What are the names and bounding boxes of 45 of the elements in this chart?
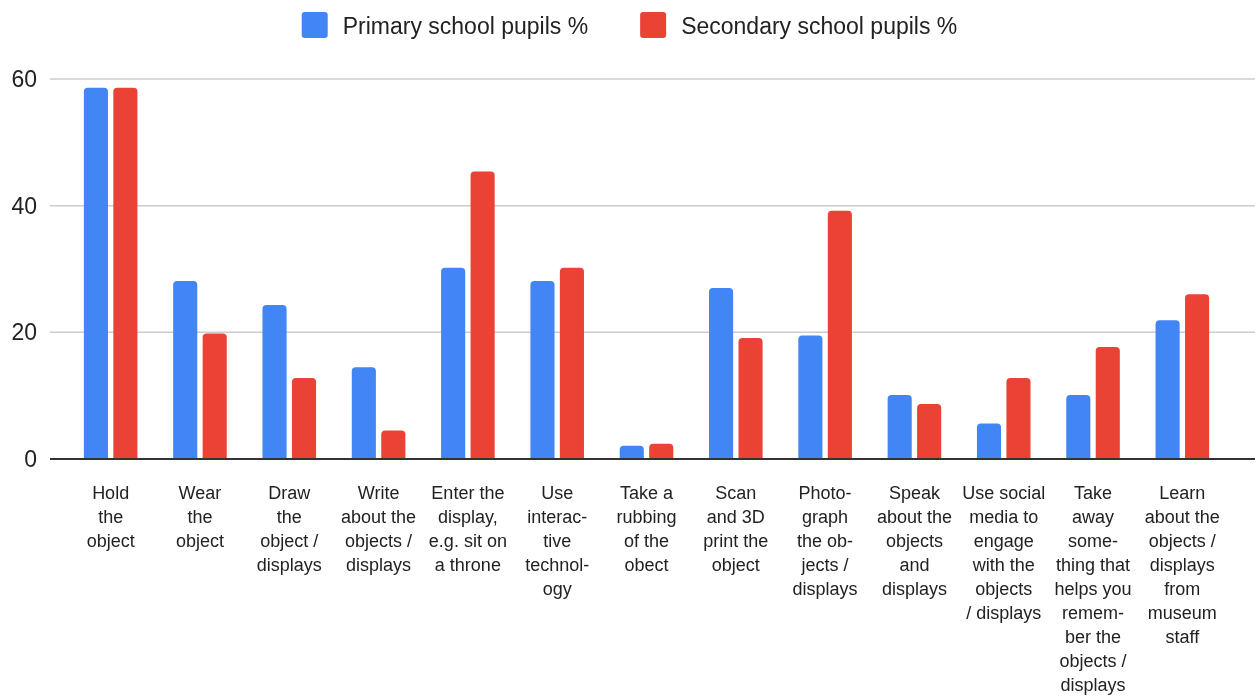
bar bbox=[83, 87, 108, 459]
x-tick-label: Use interac- tive technol- ogy bbox=[525, 483, 590, 599]
x-tick-label: Speak about the objects and displays bbox=[876, 483, 952, 599]
x-tick-label: Use social media to engage with the objects / displays bbox=[962, 483, 1046, 623]
bar bbox=[113, 87, 138, 459]
bar bbox=[798, 335, 823, 459]
x-tick-label: Take a rubbing of the obect bbox=[616, 483, 677, 575]
x-tick-label: Photo- graph the ob- jects / displays bbox=[792, 483, 858, 599]
legend-label: Primary school pupils % bbox=[342, 13, 589, 39]
bar bbox=[173, 281, 198, 459]
bar bbox=[976, 423, 1002, 459]
bar bbox=[530, 281, 555, 459]
bar bbox=[559, 267, 584, 459]
bar bbox=[1155, 320, 1180, 459]
bar bbox=[351, 367, 376, 459]
y-tick-label: 40 bbox=[11, 192, 37, 219]
x-tick-label: Wear the object bbox=[175, 483, 224, 551]
bar bbox=[1006, 377, 1031, 459]
legend-label: Secondary school pupils % bbox=[681, 13, 958, 39]
x-tick-label: Scan and 3D print the object bbox=[703, 483, 769, 575]
bar bbox=[1066, 395, 1091, 459]
x-tick-label: Draw the object / displays bbox=[256, 483, 322, 575]
x-tick-label: Hold the object bbox=[86, 483, 135, 551]
bar bbox=[441, 267, 466, 459]
bar bbox=[291, 377, 317, 459]
bar bbox=[202, 333, 227, 459]
y-tick-label: 0 bbox=[24, 446, 37, 473]
bar bbox=[917, 403, 942, 459]
category-label: Take away some- thing that helps you remem- ber the objects / displays bbox=[1054, 483, 1132, 695]
bar bbox=[262, 305, 287, 459]
y-tick-label: 20 bbox=[11, 319, 37, 346]
y-tick-label: 60 bbox=[11, 66, 37, 93]
bar bbox=[649, 443, 674, 459]
bar bbox=[1095, 346, 1120, 459]
bar bbox=[709, 288, 734, 459]
x-tick-label: Enter the display, e.g. sit on a throne bbox=[428, 483, 507, 575]
x-tick-label: Learn about the objects / displays from museum staff bbox=[1144, 483, 1220, 647]
bar bbox=[738, 338, 763, 459]
bar bbox=[887, 395, 912, 459]
bar bbox=[381, 430, 406, 459]
bar bbox=[470, 171, 495, 459]
bar bbox=[827, 210, 852, 459]
x-tick-label: Write about the objects / displays bbox=[341, 483, 417, 575]
bar bbox=[1185, 294, 1210, 459]
bar bbox=[619, 445, 644, 459]
